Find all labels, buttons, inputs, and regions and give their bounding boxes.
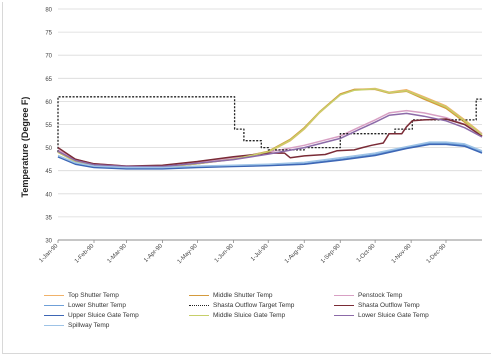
series-line-shasta-outflow-target-temp <box>57 96 482 153</box>
legend-label: Lower Sluice Gate Temp <box>358 311 429 319</box>
x-tick-label: 1-Jan-90 <box>38 243 59 264</box>
legend-label: Upper Sluice Gate Temp <box>68 311 139 319</box>
legend-swatch <box>189 294 209 296</box>
y-tick-label: 40 <box>45 192 52 198</box>
chart-frame-left <box>2 2 3 354</box>
x-tick-label: 1-Sep-90 <box>320 243 342 265</box>
legend-label: Penstock Temp <box>358 291 403 299</box>
y-tick-label: 45 <box>45 169 52 175</box>
legend-item: Top Shutter Temp <box>44 290 119 300</box>
legend-item: Shasta Outflow Target Temp <box>189 300 294 310</box>
legend-swatch <box>334 304 354 306</box>
x-tick-label: 1-Feb-90 <box>74 243 96 265</box>
legend-swatch <box>44 314 64 316</box>
series-line-upper-sluice-gate-temp <box>57 143 483 170</box>
legend-label: Middle Sluice Gate Temp <box>213 311 286 319</box>
legend-label: Middle Shutter Temp <box>213 291 273 299</box>
legend-label: Shasta Outflow Target Temp <box>213 301 295 309</box>
legend-item: Lower Sluice Gate Temp <box>334 310 429 320</box>
y-tick-label: 65 <box>45 77 52 83</box>
legend-item: Shasta Outflow Temp <box>334 300 420 310</box>
x-tick-label: 1-Mar-90 <box>106 243 128 265</box>
series-line-lower-sluice-gate-temp <box>57 112 483 168</box>
legend-swatch <box>44 294 64 296</box>
x-tick-label: 1-Nov-90 <box>391 243 413 265</box>
series-line-shasta-outflow-temp <box>57 118 483 167</box>
legend-label: Spillway Temp <box>68 321 110 329</box>
legend-swatch <box>334 314 354 316</box>
y-axis-label: Temperature (Degree F) <box>20 96 30 198</box>
series-line-penstock-temp <box>57 109 483 167</box>
y-tick-label: 30 <box>45 239 52 245</box>
legend-swatch <box>334 294 354 296</box>
chart-frame-bottom <box>2 353 491 354</box>
x-tick-label: 1-May-90 <box>177 243 200 266</box>
legend-item: Lower Shutter Temp <box>44 300 126 310</box>
y-tick-label: 60 <box>45 100 52 106</box>
legend-label: Lower Shutter Temp <box>68 301 127 309</box>
y-tick-label: 75 <box>45 31 52 37</box>
x-tick-label: 1-Aug-90 <box>284 243 306 265</box>
y-tick-label: 35 <box>45 215 52 221</box>
x-tick-label: 1-Apr-90 <box>143 243 164 264</box>
x-tick-label: 1-Jul-90 <box>250 243 270 263</box>
legend-item: Penstock Temp <box>334 290 402 300</box>
y-tick-label: 55 <box>45 123 52 129</box>
legend-swatch <box>44 304 64 306</box>
series-line-spillway-temp <box>57 141 483 169</box>
legend-swatch <box>189 304 209 306</box>
x-tick-label: 1-Oct-90 <box>356 243 377 264</box>
x-tick-label: 1-Jun-90 <box>214 243 235 264</box>
legend-item: Middle Shutter Temp <box>189 290 273 300</box>
legend-item: Spillway Temp <box>44 320 109 330</box>
legend-swatch <box>44 324 64 326</box>
chart-legend: Top Shutter Temp Middle Shutter Temp Penst… <box>44 290 484 352</box>
y-tick-label: 50 <box>45 146 52 152</box>
series-line-middle-sluice-gate-temp <box>57 88 483 168</box>
chart-plot-svg: 30 35 40 45 50 55 60 65 70 75 80 1-Jan-90 1-Feb-90 1-… <box>38 8 483 266</box>
x-tick-label: 1-Dec-90 <box>426 243 448 265</box>
legend-swatch <box>189 314 209 316</box>
legend-label: Top Shutter Temp <box>68 291 119 299</box>
y-tick-label: 70 <box>45 54 52 60</box>
legend-item: Middle Sluice Gate Temp <box>189 310 285 320</box>
legend-item: Upper Sluice Gate Temp <box>44 310 139 320</box>
legend-label: Shasta Outflow Temp <box>358 301 420 309</box>
y-tick-label: 80 <box>45 8 52 14</box>
series-line-top-shutter-temp <box>57 87 483 168</box>
